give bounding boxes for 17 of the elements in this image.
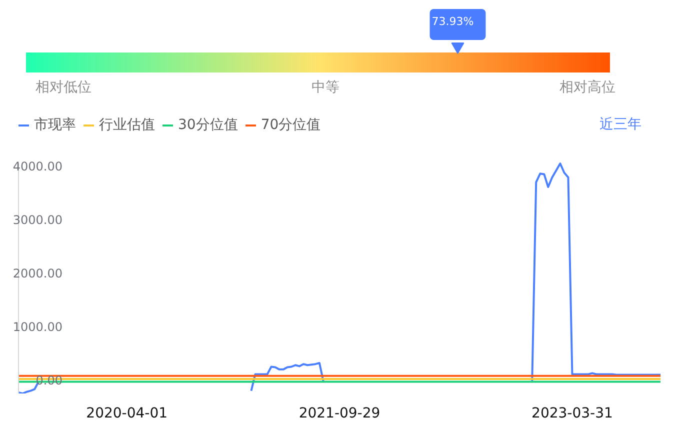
legend-label: 30分位值 (178, 116, 238, 134)
x-tick-label: 2021-09-29 (298, 406, 380, 422)
y-tick-label: 1000.00 (12, 320, 62, 334)
text: 相对高位 (560, 80, 616, 96)
text: 相对低位 (35, 80, 92, 96)
text: 近三年 (600, 116, 642, 132)
text: 中等 (311, 80, 340, 96)
legend-label: 70分位值 (260, 116, 321, 134)
y-tick-label: 0.00 (36, 374, 62, 388)
y-tick-label: 3000.00 (12, 213, 62, 228)
y-tick-label: 4000.00 (12, 160, 62, 174)
data-label: 73.93% (432, 15, 474, 28)
x-tick-label: 2020-04-01 (86, 406, 168, 422)
y-tick-label: 2000.00 (12, 266, 62, 281)
legend-label: 行业估值 (99, 116, 155, 134)
legend-label: 市现率 (34, 116, 76, 134)
x-tick-label: 2023-03-31 (532, 406, 613, 422)
